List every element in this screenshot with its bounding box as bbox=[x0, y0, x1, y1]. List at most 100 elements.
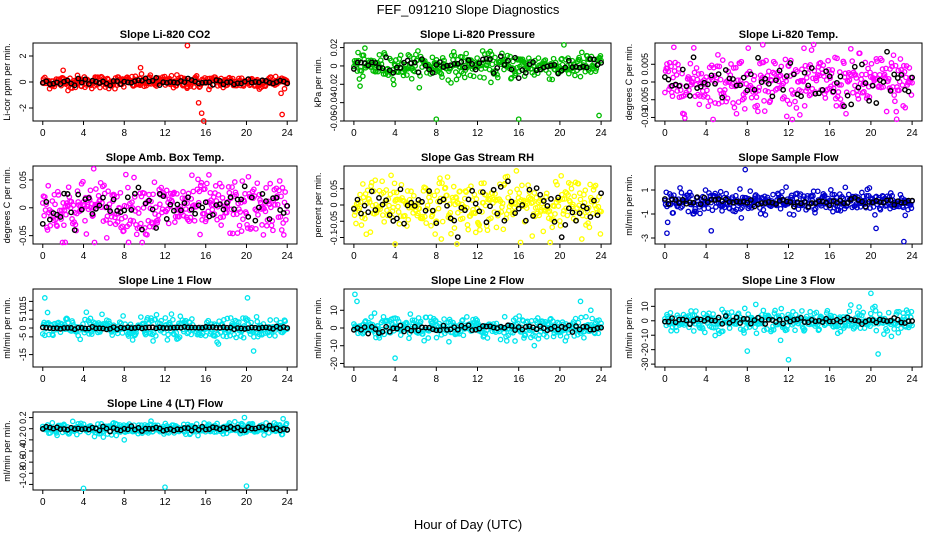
data-point bbox=[373, 68, 379, 75]
x-tick-label: 0 bbox=[662, 251, 668, 262]
mean-point bbox=[851, 317, 858, 324]
mean-point bbox=[690, 54, 697, 61]
mean-point bbox=[252, 217, 259, 224]
data-point bbox=[576, 54, 582, 61]
mean-point bbox=[737, 320, 744, 326]
data-point bbox=[837, 328, 844, 335]
y-tick-label: -0.06 bbox=[329, 111, 339, 132]
mean-point bbox=[787, 60, 794, 66]
mean-point bbox=[505, 322, 511, 329]
mean-point bbox=[131, 190, 138, 197]
mean-point bbox=[217, 324, 223, 331]
mean-point bbox=[75, 75, 82, 82]
data-point bbox=[384, 207, 390, 214]
x-tick-label: 20 bbox=[241, 497, 253, 508]
mean-point bbox=[248, 194, 255, 201]
data-point bbox=[391, 180, 398, 187]
mean-point bbox=[859, 198, 865, 205]
data-point bbox=[215, 192, 222, 198]
y-tick-label: -1 bbox=[640, 210, 650, 218]
data-point bbox=[673, 72, 680, 78]
mean-point bbox=[174, 201, 181, 208]
mean-point bbox=[773, 77, 779, 84]
data-point bbox=[463, 314, 470, 320]
data-point bbox=[576, 57, 583, 63]
mean-point bbox=[483, 55, 490, 62]
mean-point bbox=[765, 80, 772, 87]
data-point bbox=[404, 188, 411, 194]
mean-point bbox=[82, 325, 89, 332]
data-point bbox=[854, 92, 861, 99]
data-point bbox=[554, 181, 560, 188]
mean-point bbox=[444, 62, 450, 69]
mean-point bbox=[78, 426, 85, 433]
mean-point bbox=[156, 324, 163, 331]
mean-point bbox=[419, 324, 425, 331]
data-point bbox=[738, 58, 745, 65]
mean-point bbox=[812, 318, 819, 325]
data-point bbox=[158, 317, 165, 324]
mean-point bbox=[508, 66, 515, 73]
data-point bbox=[201, 186, 208, 192]
mean-point bbox=[170, 79, 177, 86]
data-point bbox=[688, 192, 694, 199]
x-tick-label: 12 bbox=[783, 374, 795, 385]
data-point bbox=[381, 218, 388, 225]
data-point bbox=[450, 49, 457, 55]
data-point bbox=[900, 62, 907, 69]
data-point bbox=[733, 110, 740, 117]
data-point bbox=[540, 228, 547, 235]
data-point bbox=[664, 219, 671, 226]
data-point bbox=[280, 415, 286, 422]
mean-point bbox=[676, 200, 683, 206]
mean-point bbox=[89, 210, 96, 217]
outlier-point bbox=[60, 67, 66, 74]
mean-point bbox=[408, 327, 415, 334]
mean-point bbox=[167, 79, 174, 85]
mean-point bbox=[259, 324, 266, 331]
outlier-point bbox=[664, 230, 670, 237]
data-point bbox=[696, 101, 703, 108]
data-point bbox=[282, 189, 289, 195]
mean-point bbox=[75, 324, 82, 331]
data-point bbox=[376, 51, 383, 58]
mean-point bbox=[515, 75, 522, 81]
mean-point bbox=[411, 202, 418, 209]
data-point bbox=[195, 432, 201, 439]
x-tick-label: 24 bbox=[596, 128, 608, 139]
mean-point bbox=[61, 325, 67, 331]
y-tick-label: -10 bbox=[640, 329, 650, 342]
mean-point bbox=[372, 60, 379, 66]
mean-point bbox=[263, 324, 269, 331]
mean-point bbox=[273, 194, 280, 201]
data-point bbox=[572, 72, 578, 79]
mean-point bbox=[555, 326, 562, 333]
y-tick-label: -0.6 bbox=[18, 454, 28, 470]
mean-point bbox=[747, 320, 754, 327]
mean-point bbox=[558, 234, 565, 241]
mean-point bbox=[46, 81, 53, 88]
mean-point bbox=[209, 211, 216, 218]
data-point bbox=[505, 332, 511, 339]
mean-point bbox=[451, 217, 458, 224]
data-point bbox=[280, 220, 286, 226]
mean-point bbox=[259, 77, 266, 84]
data-point bbox=[87, 315, 94, 322]
data-point bbox=[172, 219, 178, 225]
mean-point bbox=[862, 80, 869, 87]
data-point bbox=[867, 69, 873, 76]
data-point bbox=[129, 337, 136, 343]
mean-point bbox=[744, 87, 751, 94]
data-point bbox=[779, 312, 785, 319]
data-point bbox=[670, 44, 677, 51]
data-point bbox=[801, 102, 808, 109]
data-point bbox=[106, 201, 113, 208]
mean-point bbox=[390, 325, 397, 332]
mean-point bbox=[234, 325, 241, 331]
data-point bbox=[821, 73, 827, 80]
mean-point bbox=[153, 325, 160, 332]
mean-point bbox=[163, 426, 170, 433]
data-point bbox=[262, 208, 269, 215]
data-point bbox=[670, 74, 677, 81]
mean-point bbox=[255, 204, 262, 211]
